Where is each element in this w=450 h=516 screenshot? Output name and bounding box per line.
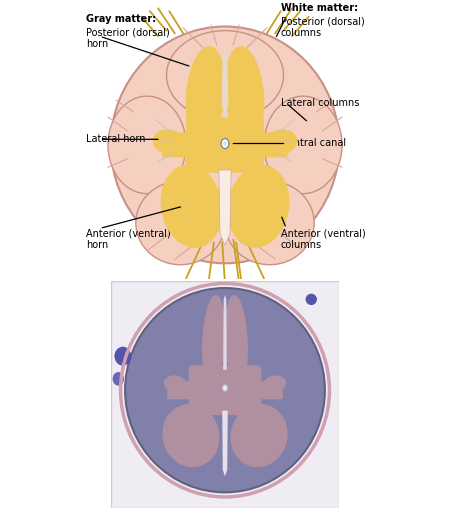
Polygon shape [223,295,227,370]
FancyBboxPatch shape [167,381,203,399]
Ellipse shape [162,404,220,467]
Ellipse shape [164,376,186,391]
Text: Posterior (dorsal)
columns: Posterior (dorsal) columns [281,17,365,38]
Ellipse shape [221,138,229,149]
FancyBboxPatch shape [247,381,283,399]
Ellipse shape [306,294,317,305]
Ellipse shape [125,288,325,492]
Polygon shape [222,47,228,120]
Text: Gray matter:: Gray matter: [86,14,156,24]
FancyBboxPatch shape [162,132,207,157]
Ellipse shape [225,46,265,143]
Ellipse shape [166,30,284,120]
FancyBboxPatch shape [189,365,261,415]
Text: Anterior (ventral)
columns: Anterior (ventral) columns [281,229,365,250]
Ellipse shape [115,347,131,365]
Ellipse shape [161,165,223,248]
Ellipse shape [202,295,225,385]
Ellipse shape [225,181,314,265]
Text: Lateral horn: Lateral horn [86,134,145,144]
Text: Anterior (ventral)
horn: Anterior (ventral) horn [86,229,171,250]
Ellipse shape [264,376,286,391]
FancyBboxPatch shape [243,132,288,157]
Ellipse shape [223,141,227,146]
Ellipse shape [264,96,342,194]
Text: White matter:: White matter: [281,3,358,13]
Ellipse shape [225,295,248,385]
Ellipse shape [108,96,186,194]
FancyBboxPatch shape [186,117,264,173]
Ellipse shape [136,181,225,265]
Ellipse shape [112,372,124,385]
Text: Lateral columns: Lateral columns [281,98,359,108]
Ellipse shape [230,404,288,467]
Ellipse shape [222,384,228,391]
FancyBboxPatch shape [112,281,338,508]
Ellipse shape [185,46,225,143]
Polygon shape [219,170,231,245]
Text: Posterior (dorsal)
horn: Posterior (dorsal) horn [86,28,170,50]
Ellipse shape [111,26,339,263]
Polygon shape [222,411,228,476]
Ellipse shape [153,130,186,155]
Ellipse shape [227,165,289,248]
Text: Central canal: Central canal [281,138,346,149]
Ellipse shape [264,130,297,155]
